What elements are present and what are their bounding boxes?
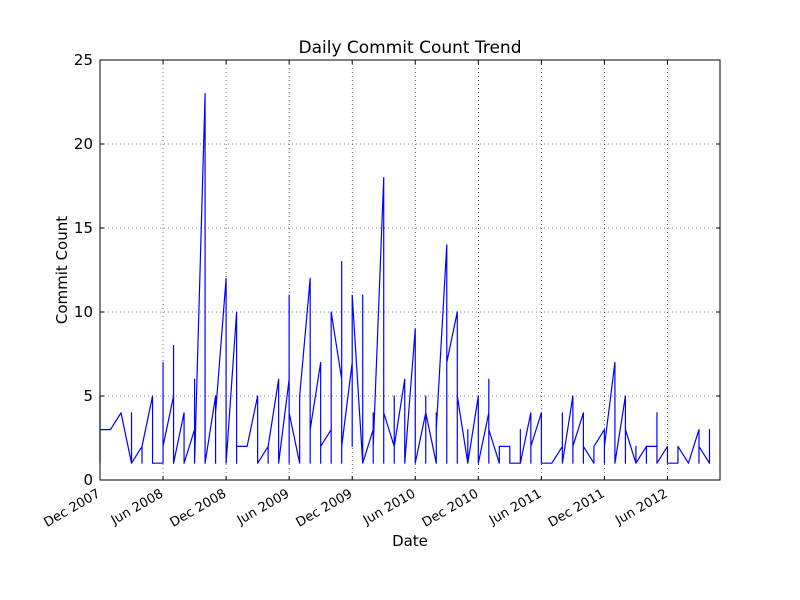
y-tick-label: 0 — [83, 471, 93, 489]
y-tick-label: 10 — [74, 303, 93, 321]
x-axis-label: Date — [392, 532, 428, 550]
y-axis-label: Commit Count — [53, 216, 71, 324]
y-tick-label: 25 — [74, 51, 93, 69]
y-tick-label: 15 — [74, 219, 93, 237]
data-line — [99, 92, 711, 464]
plot-area — [99, 92, 711, 464]
y-tick-label: 5 — [83, 387, 93, 405]
chart-title: Daily Commit Count Trend — [298, 38, 521, 58]
y-tick-label: 20 — [74, 135, 93, 153]
plot-frame — [99, 59, 721, 481]
